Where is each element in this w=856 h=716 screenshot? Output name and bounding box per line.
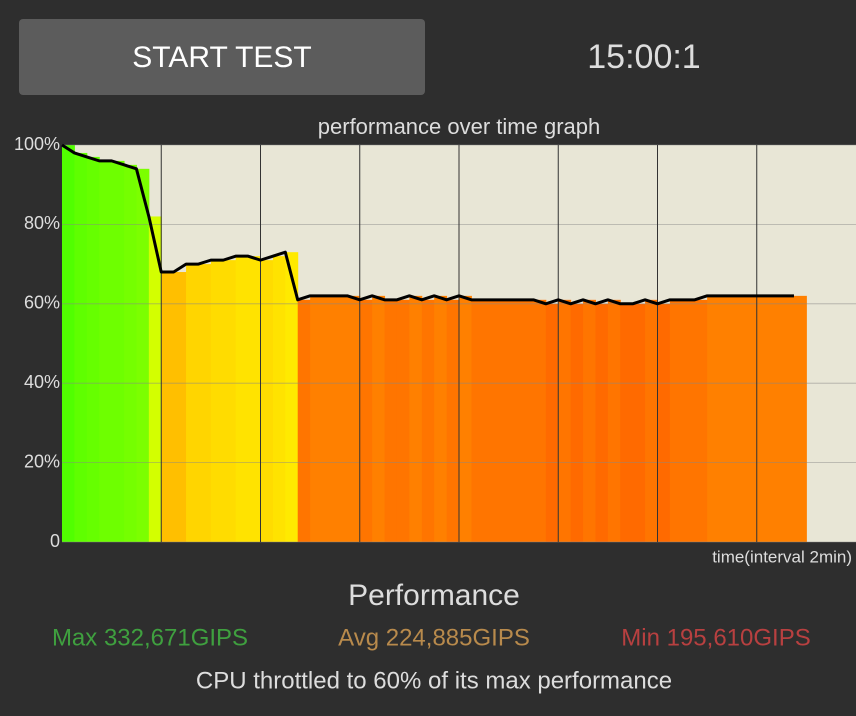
performance-strip [396,299,410,542]
performance-strip [434,295,448,542]
performance-strip [459,295,472,542]
performance-strip [632,303,646,542]
x-axis-label: time(interval 2min) [712,547,852,566]
performance-strip [694,299,708,542]
y-tick-label: 60% [24,293,60,313]
chart-title: performance over time graph [318,114,600,139]
performance-strip [210,260,224,542]
performance-strip [570,303,584,542]
min-stat: Min 195,610GIPS [621,624,810,651]
avg-stat: Avg 224,885GIPS [338,624,530,651]
performance-strip [285,252,299,542]
performance-strip [607,299,621,542]
performance-strip [161,272,175,542]
performance-strip [62,145,75,542]
performance-strip [521,299,534,542]
performance-strip [756,295,770,542]
performance-strip [508,299,522,542]
performance-strip [186,264,199,542]
performance-strip [310,295,324,542]
performance-strip [111,160,125,542]
y-tick-label: 20% [24,451,60,471]
performance-strip [595,303,609,542]
performance-strip [781,295,795,542]
max-stat: Max 332,671GIPS [52,624,248,651]
performance-strip [446,299,460,542]
performance-strip [173,272,187,542]
performance-strip [235,256,249,542]
performance-strip [86,156,100,542]
performance-line [61,143,794,306]
performance-strip [545,303,559,542]
performance-strip [272,256,286,542]
performance-strip [322,295,336,542]
performance-strip [793,295,807,542]
performance-strip [731,295,745,542]
y-tick-label: 0 [50,531,60,551]
performance-strip [421,299,435,542]
performance-strip [669,299,683,542]
summary-heading: Performance [348,579,520,612]
performance-strip [223,260,237,542]
performance-strip [620,303,634,542]
performance-strip [74,152,88,542]
throttle-note: CPU throttled to 60% of its max performa… [196,667,672,694]
performance-strip [359,299,373,542]
performance-strip [198,264,212,542]
y-tick-label: 100% [14,134,60,154]
performance-strip [682,299,696,542]
performance-strip [347,295,361,542]
performance-strip [248,256,261,542]
performance-strip [148,216,162,542]
performance-strip [645,299,658,542]
performance-strip [136,168,150,542]
performance-strip [260,260,274,542]
performance-strip [583,299,596,542]
performance-strip [719,295,733,542]
y-tick-label: 40% [24,372,60,392]
performance-strip [99,160,113,542]
performance-strip [483,299,497,542]
button-label[interactable]: START TEST [132,41,312,74]
performance-strip [558,299,572,542]
performance-strip [744,295,758,542]
performance-strip [533,299,547,542]
performance-strip [769,295,783,542]
performance-strip [409,295,423,542]
performance-strip [124,164,137,542]
performance-strip [471,299,485,542]
performance-strip [334,295,348,542]
performance-strip [297,299,311,542]
performance-strip [372,295,386,542]
performance-strip [496,299,510,542]
y-tick-label: 80% [24,213,60,233]
performance-strip [384,299,398,542]
timer: 15:00:1 [587,38,700,76]
start-button[interactable] [19,19,425,95]
performance-strip [657,303,671,542]
performance-strip [707,295,721,542]
